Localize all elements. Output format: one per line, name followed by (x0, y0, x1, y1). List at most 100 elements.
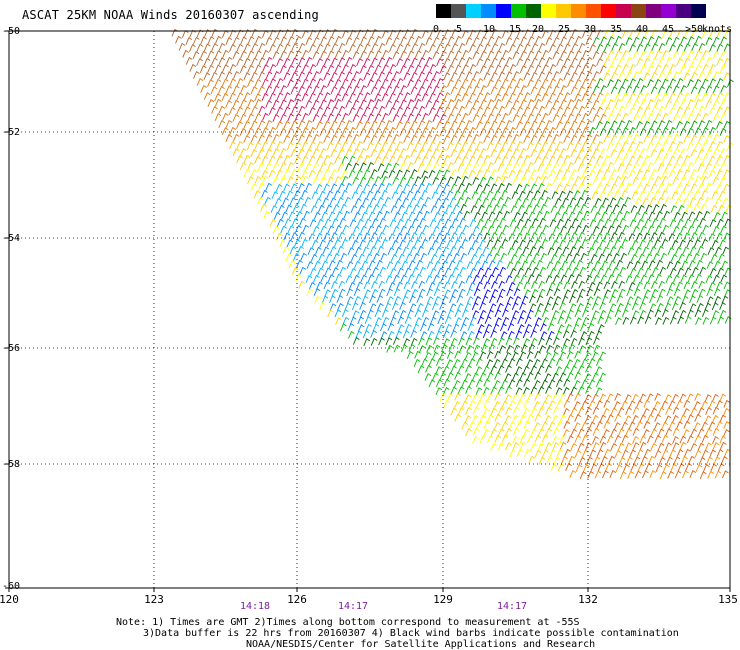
wind-barb (351, 239, 359, 248)
wind-barb (218, 42, 226, 51)
wind-barb (254, 78, 262, 87)
wind-barb (472, 148, 480, 157)
wind-barb (723, 154, 731, 163)
wind-barb (690, 71, 698, 80)
wind-barb (512, 442, 520, 450)
wind-barb (546, 288, 553, 297)
wind-barb (614, 78, 622, 87)
wind-barb (549, 92, 556, 101)
wind-barb (600, 225, 607, 234)
wind-barb (632, 393, 639, 402)
wind-barb (477, 267, 484, 276)
wind-barb (719, 162, 727, 171)
wind-barb (716, 421, 723, 430)
wind-barb (566, 351, 574, 359)
wind-barb (485, 253, 493, 262)
wind-barb (494, 127, 502, 136)
wind-barb (585, 162, 592, 171)
wind-barb (443, 120, 451, 129)
wind-barb (425, 162, 432, 171)
wind-barb (719, 435, 727, 444)
wind-barb (658, 105, 666, 114)
wind-barb (542, 49, 549, 58)
wind-barb (302, 64, 309, 73)
wind-barb (322, 197, 329, 206)
wind-barb (313, 211, 321, 220)
wind-barb (559, 309, 567, 318)
wind-barb (668, 281, 676, 290)
wind-barb (494, 141, 501, 150)
wind-barb (454, 392, 461, 401)
color-swatch (541, 4, 556, 18)
wind-barb (236, 121, 243, 129)
wind-barb (646, 393, 654, 402)
wind-barb (410, 71, 418, 80)
wind-barb (494, 64, 502, 73)
wind-barb (585, 364, 592, 373)
wind-barb (465, 428, 472, 437)
wind-barb (668, 421, 676, 430)
wind-barb (557, 324, 565, 333)
wind-barb (399, 301, 406, 310)
wind-barb (301, 238, 309, 247)
wind-barb (705, 99, 712, 108)
wind-barb (436, 77, 444, 86)
wind-barb (493, 358, 501, 367)
wind-barb (549, 141, 556, 150)
wind-barb (369, 246, 377, 255)
wind-barb (265, 85, 273, 94)
wind-barb (512, 274, 520, 283)
wind-barb (289, 197, 297, 206)
wind-barb (483, 135, 490, 143)
wind-barb (672, 310, 680, 319)
wind-barb (454, 225, 462, 233)
wind-barb (468, 330, 475, 339)
wind-barb (457, 163, 465, 172)
wind-barb (359, 65, 367, 73)
wind-barb (392, 133, 400, 142)
wind-barb (337, 148, 345, 157)
wind-barb (360, 99, 367, 108)
wind-barb (381, 78, 389, 87)
wind-barb (708, 169, 716, 178)
wind-barb (349, 78, 356, 87)
wind-barb (472, 51, 480, 59)
wind-barb (567, 176, 574, 185)
wind-barb (630, 253, 638, 262)
wind-barb (537, 245, 544, 254)
wind-barb (272, 176, 279, 185)
wind-barb (306, 288, 313, 297)
wind-barb (617, 245, 624, 254)
wind-barb (423, 210, 431, 219)
wind-barb (261, 127, 269, 136)
wind-barb (453, 239, 461, 247)
wind-barb (442, 386, 450, 395)
wind-barb (432, 372, 439, 381)
wind-barb (189, 63, 197, 72)
wind-barb (447, 225, 455, 234)
wind-barb (512, 148, 520, 157)
wind-barb (480, 274, 488, 283)
wind-barb (354, 246, 362, 255)
wind-barb (381, 175, 389, 184)
wind-barb (324, 267, 332, 276)
wind-barb (533, 239, 541, 247)
wind-barb (637, 204, 645, 213)
wind-barb (581, 78, 589, 87)
wind-barb (390, 253, 398, 262)
wind-barb (541, 170, 548, 179)
wind-barb (232, 148, 240, 157)
wind-barb (571, 106, 578, 114)
wind-barb (641, 211, 648, 220)
wind-barb (509, 29, 516, 38)
wind-barb (485, 323, 492, 332)
wind-barb (192, 36, 200, 45)
wind-barb (556, 400, 563, 408)
wind-barb (316, 106, 323, 115)
wind-barb (723, 399, 731, 408)
wind-barb (650, 134, 658, 143)
wind-barb (468, 379, 476, 388)
wind-barb (272, 85, 280, 94)
wind-barb (218, 105, 226, 114)
wind-barb (389, 63, 397, 72)
